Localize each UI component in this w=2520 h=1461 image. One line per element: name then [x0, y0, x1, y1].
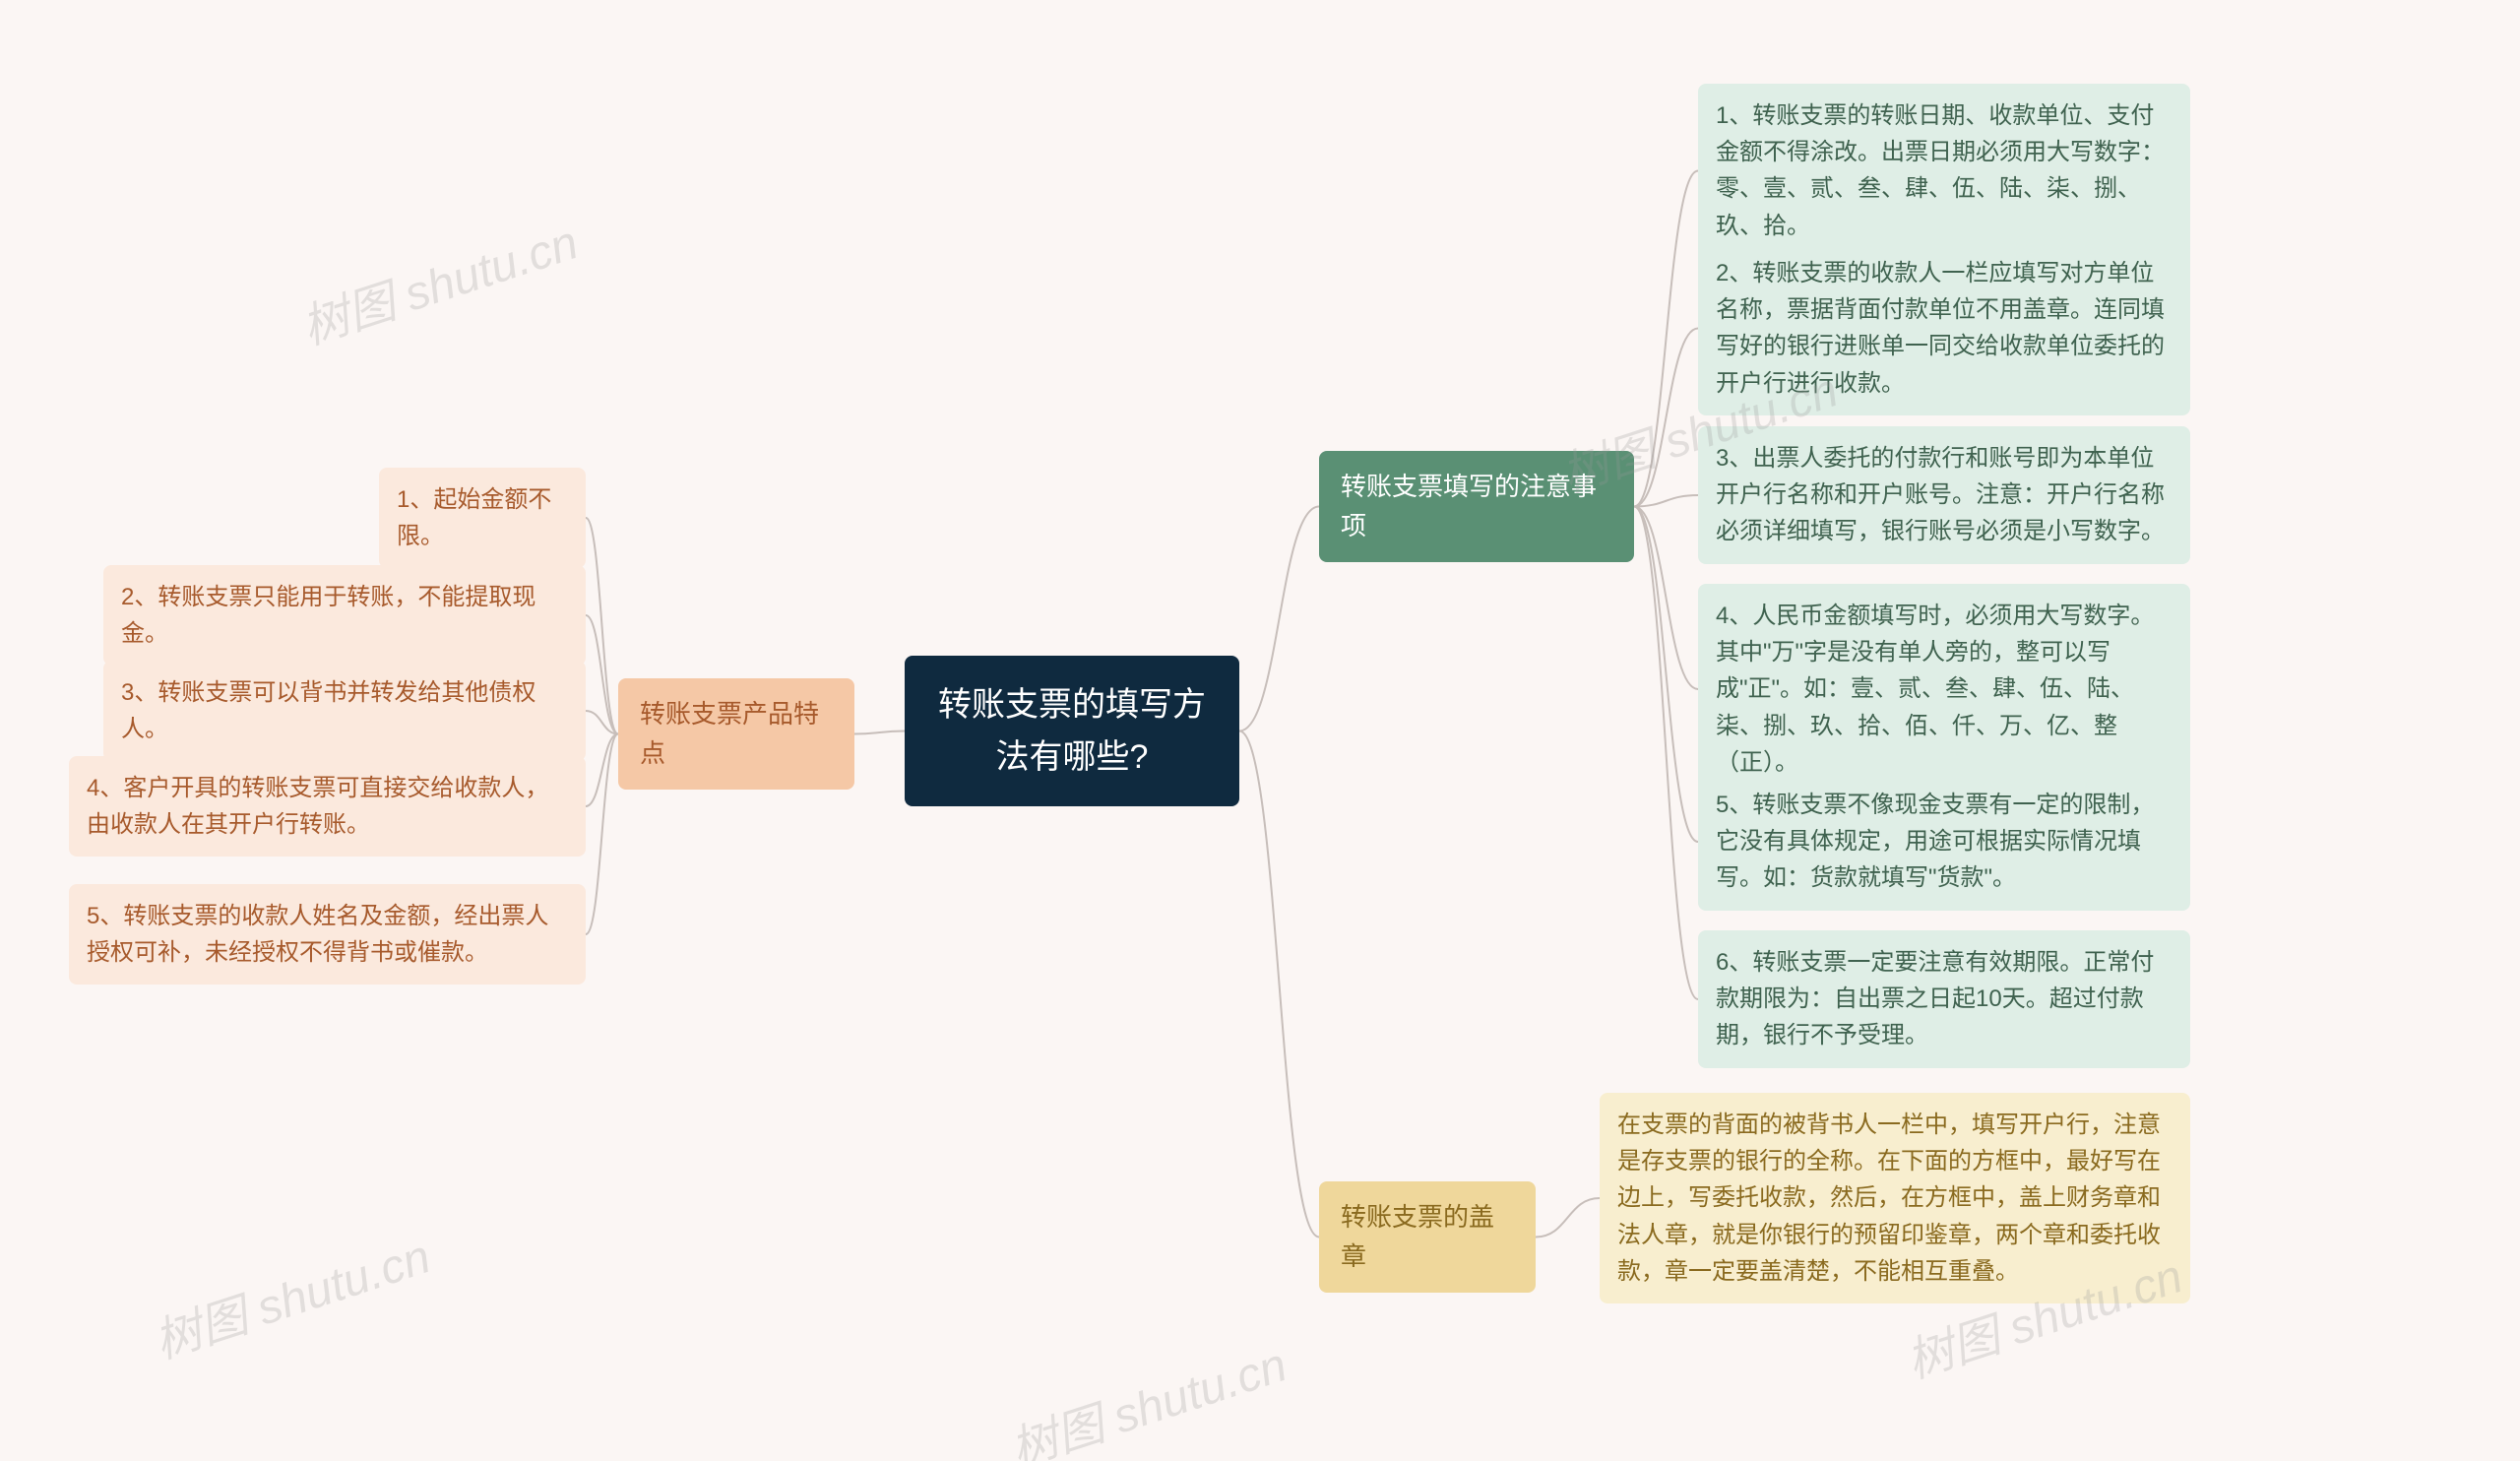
branch-right-stamp: 转账支票的盖章 — [1319, 1181, 1536, 1293]
leaf-left-5: 5、转账支票的收款人姓名及金额，经出票人授权可补，未经授权不得背书或催款。 — [69, 884, 586, 985]
watermark: 树图 shutu.cn — [291, 204, 585, 357]
leaf-stamp-1: 在支票的背面的被背书人一栏中，填写开户行，注意是存支票的银行的全称。在下面的方框… — [1600, 1093, 2190, 1303]
leaf-notes-3: 3、出票人委托的付款行和账号即为本单位开户行名称和开户账号。注意：开户行名称必须… — [1698, 426, 2190, 564]
leaf-left-2: 2、转账支票只能用于转账，不能提取现金。 — [103, 565, 586, 666]
leaf-notes-4: 4、人民币金额填写时，必须用大写数字。其中"万"字是没有单人旁的，整可以写成"正… — [1698, 584, 2190, 794]
leaf-notes-2: 2、转账支票的收款人一栏应填写对方单位名称，票据背面付款单位不用盖章。连同填写好… — [1698, 241, 2190, 415]
leaf-notes-5: 5、转账支票不像现金支票有一定的限制，它没有具体规定，用途可根据实际情况填写。如… — [1698, 773, 2190, 911]
mindmap-canvas: 转账支票的填写方法有哪些? 转账支票产品特点 1、起始金额不限。 2、转账支票只… — [0, 0, 2520, 1461]
leaf-notes-1: 1、转账支票的转账日期、收款单位、支付金额不得涂改。出票日期必须用大写数字：零、… — [1698, 84, 2190, 258]
leaf-notes-6: 6、转账支票一定要注意有效期限。正常付款期限为：自出票之日起10天。超过付款期，… — [1698, 930, 2190, 1068]
branch-left: 转账支票产品特点 — [618, 678, 854, 790]
watermark: 树图 shutu.cn — [1000, 1326, 1293, 1461]
branch-right-notes: 转账支票填写的注意事项 — [1319, 451, 1634, 562]
leaf-left-1: 1、起始金额不限。 — [379, 468, 586, 568]
leaf-left-3: 3、转账支票可以背书并转发给其他债权人。 — [103, 661, 586, 761]
center-node: 转账支票的填写方法有哪些? — [905, 656, 1239, 806]
leaf-left-4: 4、客户开具的转账支票可直接交给收款人，由收款人在其开户行转账。 — [69, 756, 586, 857]
watermark: 树图 shutu.cn — [144, 1218, 437, 1371]
